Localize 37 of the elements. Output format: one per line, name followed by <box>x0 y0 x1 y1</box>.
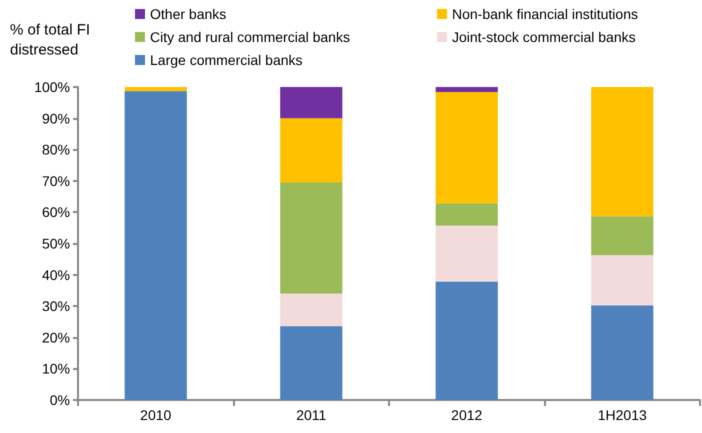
legend-label: Large commercial banks <box>150 52 303 68</box>
y-tick-label: 80% <box>42 142 70 158</box>
y-tick-label: 50% <box>42 236 70 252</box>
bar <box>591 216 654 256</box>
bar <box>436 87 498 92</box>
bar <box>436 92 498 204</box>
y-tick-label: 70% <box>42 172 70 189</box>
legend-label: Joint-stock commercial banks <box>452 29 636 45</box>
y-tick-label: 100% <box>34 79 70 95</box>
bar <box>436 203 498 226</box>
x-tick-label: 1H2013 <box>598 407 647 423</box>
bar <box>280 182 342 294</box>
y-tick-label: 10% <box>42 360 70 377</box>
bar <box>436 226 498 282</box>
y-tick-label: 90% <box>42 110 70 126</box>
y-tick-label: 20% <box>42 329 70 346</box>
bar <box>280 294 342 326</box>
bar <box>124 91 187 400</box>
y-tick-label: 40% <box>42 266 70 283</box>
bar <box>280 326 342 400</box>
bar <box>591 255 654 306</box>
y-tick-label: 30% <box>42 298 70 314</box>
y-axis-title: % of total FI distressed <box>10 22 94 58</box>
bar <box>591 305 654 400</box>
bar <box>591 87 654 216</box>
y-tick-label: 60% <box>42 204 70 220</box>
bar <box>280 118 342 182</box>
x-tick-label: 2012 <box>451 407 483 423</box>
bar <box>280 87 342 118</box>
bar <box>124 87 187 92</box>
bar <box>436 282 498 400</box>
legend-label: City and rural commercial banks <box>150 29 350 45</box>
legend-label: Other banks <box>150 6 226 22</box>
x-tick-label: 2011 <box>296 407 327 423</box>
y-tick-label: 0% <box>50 392 70 408</box>
x-tick-label: 2010 <box>140 407 172 423</box>
legend-label: Non-bank financial institutions <box>452 6 638 22</box>
